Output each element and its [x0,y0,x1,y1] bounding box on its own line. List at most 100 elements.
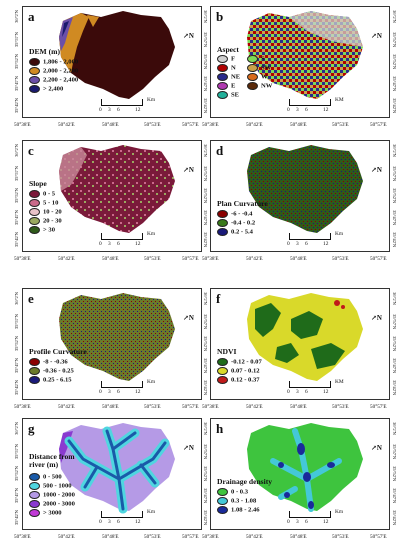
latitude-tick: 36°2'N [203,144,208,157]
north-arrow-icon: ↗N [371,32,382,40]
ndvi-patch [291,311,323,339]
map-panel-aspect: b ↗N Aspect F S N SW NE W E NW SE 0 3 6 12 K… [210,6,390,118]
longitude-tick: 50°42'E [246,256,263,262]
longitude-tick: 50°38'E [14,404,31,410]
scale-tick-label: 6 [117,519,120,525]
map-panel-profile-curvature: e ↗N Profile Curvature -8 - -0.36 -0.36 … [22,288,202,400]
scale-bar [289,511,331,518]
scale-tick-label: 0 [287,107,290,113]
latitude-tick: 36°2'N [392,422,397,435]
latitude-tick: 35°52'N [392,54,397,70]
panel-label: g [28,421,35,436]
legend-title: DEM (m) [29,47,60,56]
scale-tick-label: 0 [99,519,102,525]
latitude-tick: 35°47'N [14,76,19,92]
ndvi-map [247,293,363,381]
aspect-map [247,11,363,99]
longitude-tick: 50°42'E [246,122,263,128]
longitude-tick: 50°38'E [14,534,31,540]
latitude-tick: 35°47'N [203,76,208,92]
scale-tick-label: 6 [305,519,308,525]
panel-label: f [216,291,221,306]
scale-tick-label: 3 [296,389,299,395]
plan-curvature-area [247,145,363,233]
panel-label: c [28,143,34,158]
latitude-tick: 35°42'N [203,98,208,114]
dem-class-1 [59,11,175,99]
longitude-tick: 50°48'E [290,534,307,540]
latitude-tick: 36°2'N [14,10,19,23]
scale-tick-label: 0 [99,389,102,395]
longitude-tick: 50°53'E [144,534,161,540]
scale-unit: Km [147,379,156,385]
map-panel-distance-river: g ↗N Distance from river (m) 0 - 500 500… [22,418,202,530]
longitude-tick: 50°53'E [144,256,161,262]
latitude-tick: 35°42'N [14,510,19,526]
longitude-tick: 50°42'E [58,122,75,128]
legend-title: Distance from river (m) [29,452,75,469]
map-panel-dem: a ↗N DEM (m) 1,806 - 2,000 2,000 - 2,200… [22,6,202,118]
north-arrow-icon: ↗N [183,314,194,322]
slope-class-light [59,147,87,191]
longitude-tick: 50°57'E [370,534,387,540]
scale-tick-label: 6 [305,107,308,113]
latitude-tick: 35°47'N [203,210,208,226]
north-arrow-icon: ↗N [183,32,194,40]
dem-class-4 [62,21,69,37]
drainage-class-3 [278,443,335,509]
scale-tick-label: 12 [323,389,329,395]
latitude-tick: 35°42'N [392,232,397,248]
map-panel-drainage-density: h ↗N Drainage density 0 - 0.3 0.3 - 1.08… [210,418,390,530]
drainage-density-map [247,423,363,512]
longitude-tick: 50°48'E [290,404,307,410]
longitude-tick: 50°57'E [182,256,199,262]
longitude-tick: 50°42'E [58,534,75,540]
latitude-tick: 35°57'N [392,166,397,182]
latitude-tick: 35°52'N [392,336,397,352]
latitude-tick: 35°52'N [14,188,19,204]
aspect-flat-area [289,11,363,47]
scale-tick-label: 6 [305,389,308,395]
scale-unit: Km [147,231,156,237]
longitude-tick: 50°53'E [332,534,349,540]
latitude-tick: 36°2'N [203,422,208,435]
ndvi-patch [275,343,299,363]
latitude-tick: 35°42'N [14,380,19,396]
latitude-tick: 35°47'N [203,358,208,374]
latitude-tick: 35°52'N [203,188,208,204]
north-arrow-icon: ↗N [371,166,382,174]
latitude-tick: 35°52'N [203,466,208,482]
scale-unit: Km [335,509,344,515]
latitude-tick: 35°57'N [392,444,397,460]
latitude-tick: 35°42'N [392,510,397,526]
distance-class-1 [67,429,167,511]
latitude-tick: 36°2'N [14,292,19,305]
scale-tick-label: 3 [296,519,299,525]
latitude-tick: 35°42'N [203,510,208,526]
legend-item: 2,200 - 2,400 [29,76,78,84]
scale-bar [101,381,143,388]
ndvi-patch [311,343,345,369]
latitude-tick: 36°2'N [14,144,19,157]
north-arrow-icon: ↗N [183,444,194,452]
longitude-tick: 50°48'E [102,534,119,540]
panel-label: b [216,9,224,24]
legend-title: Aspect [217,45,239,54]
latitude-tick: 35°52'N [203,336,208,352]
scale-bar [101,233,143,240]
scale-tick-label: 12 [135,519,141,525]
scale-tick-label: 6 [117,241,120,247]
scale-tick-label: 12 [323,107,329,113]
longitude-tick: 50°38'E [14,256,31,262]
scale-tick-label: 6 [305,241,308,247]
latitude-tick: 35°47'N [14,488,19,504]
scale-tick-label: 6 [117,389,120,395]
scale-tick-label: 0 [287,241,290,247]
latitude-tick: 35°52'N [203,54,208,70]
scale-tick-label: 6 [117,107,120,113]
panel-label: h [216,421,224,436]
longitude-tick: 50°57'E [370,256,387,262]
legend-title: Plan Curvature [217,199,268,208]
panel-label: a [28,9,35,24]
distance-river-map [59,423,175,514]
